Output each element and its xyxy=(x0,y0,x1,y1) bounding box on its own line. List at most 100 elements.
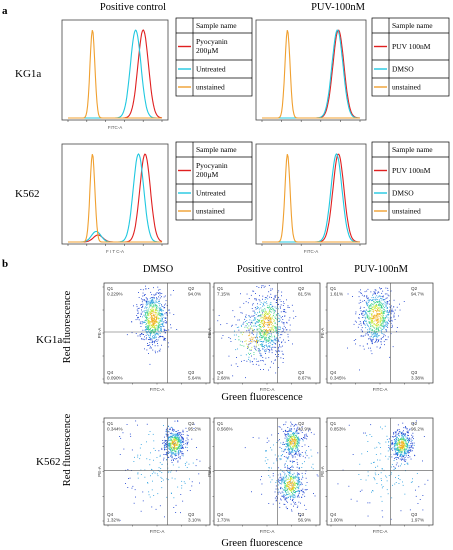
event-dot xyxy=(401,445,403,447)
event-dot xyxy=(154,335,156,336)
event-dot xyxy=(253,315,255,316)
event-dot xyxy=(186,434,188,436)
event-dot xyxy=(250,348,252,350)
event-dot xyxy=(413,438,414,440)
event-dot xyxy=(263,324,265,326)
event-dot xyxy=(154,321,156,323)
event-dot xyxy=(164,313,166,315)
event-dot xyxy=(262,298,263,300)
event-dot xyxy=(401,456,403,458)
event-dot xyxy=(158,326,160,328)
event-dot xyxy=(382,319,384,321)
event-dot xyxy=(269,311,270,313)
event-dot xyxy=(399,455,401,457)
event-dot xyxy=(139,458,141,460)
event-dot xyxy=(259,319,261,321)
event-dot xyxy=(173,290,174,291)
event-dot xyxy=(276,497,278,499)
event-dot xyxy=(146,312,148,314)
event-dot xyxy=(164,329,166,331)
event-dot xyxy=(167,444,169,445)
event-dot xyxy=(142,329,144,331)
event-dot xyxy=(152,336,153,338)
event-dot xyxy=(255,348,256,350)
event-dot xyxy=(285,506,287,508)
event-dot xyxy=(279,337,281,339)
event-dot xyxy=(377,315,379,317)
event-dot xyxy=(288,444,290,446)
event-dot xyxy=(391,324,393,326)
event-dot xyxy=(374,479,376,481)
event-dot xyxy=(171,452,173,454)
event-dot xyxy=(268,369,269,371)
event-dot xyxy=(290,467,291,468)
event-dot xyxy=(402,444,404,446)
event-dot xyxy=(147,315,149,317)
event-dot xyxy=(287,449,289,451)
event-dot xyxy=(292,466,294,468)
event-dot xyxy=(295,423,296,425)
event-dot xyxy=(291,437,293,439)
event-dot xyxy=(369,305,371,307)
event-dot xyxy=(240,293,241,295)
event-dot xyxy=(402,433,404,435)
event-dot xyxy=(269,341,271,343)
event-dot xyxy=(394,309,396,311)
event-dot xyxy=(279,319,281,321)
event-dot xyxy=(125,483,126,484)
event-dot xyxy=(148,326,150,328)
event-dot xyxy=(391,320,393,322)
event-dot xyxy=(150,325,152,326)
event-dot xyxy=(279,502,281,504)
event-dot xyxy=(182,431,184,433)
event-dot xyxy=(161,304,162,306)
event-dot xyxy=(254,312,256,314)
event-dot xyxy=(174,446,175,448)
event-dot xyxy=(166,454,168,455)
event-dot xyxy=(232,310,234,312)
event-dot xyxy=(403,433,404,435)
event-dot xyxy=(150,475,151,477)
event-dot xyxy=(172,429,174,430)
event-dot xyxy=(171,446,173,448)
event-dot xyxy=(301,482,302,484)
event-dot xyxy=(375,332,377,334)
event-dot xyxy=(288,487,289,489)
event-dot xyxy=(262,305,263,307)
event-dot xyxy=(407,444,409,446)
event-dot xyxy=(158,299,160,301)
event-dot xyxy=(263,346,265,347)
event-dot xyxy=(389,449,391,451)
event-dot xyxy=(251,332,253,334)
legend-label: unstained xyxy=(392,83,421,92)
event-dot xyxy=(256,339,257,341)
event-dot xyxy=(173,448,174,450)
event-dot xyxy=(296,448,298,450)
event-dot xyxy=(268,307,270,309)
event-dot xyxy=(291,489,293,491)
event-dot xyxy=(288,444,290,445)
event-dot xyxy=(380,338,382,340)
event-dot xyxy=(146,349,148,351)
event-dot xyxy=(164,444,166,446)
event-dot xyxy=(386,293,388,295)
event-dot xyxy=(370,338,372,340)
event-dot xyxy=(287,333,289,335)
event-dot xyxy=(177,442,179,443)
event-dot xyxy=(199,460,201,462)
event-dot xyxy=(187,439,189,441)
event-dot xyxy=(166,430,168,432)
event-dot xyxy=(287,485,288,487)
event-dot xyxy=(163,307,165,309)
event-dot xyxy=(297,477,299,479)
event-dot xyxy=(367,288,369,290)
event-dot xyxy=(259,333,261,335)
event-dot xyxy=(245,340,247,342)
event-dot xyxy=(287,445,289,446)
event-dot xyxy=(176,439,178,441)
event-dot xyxy=(381,328,383,330)
event-dot xyxy=(266,442,268,443)
event-dot xyxy=(137,316,139,318)
event-dot xyxy=(385,305,387,307)
event-dot xyxy=(167,453,169,454)
